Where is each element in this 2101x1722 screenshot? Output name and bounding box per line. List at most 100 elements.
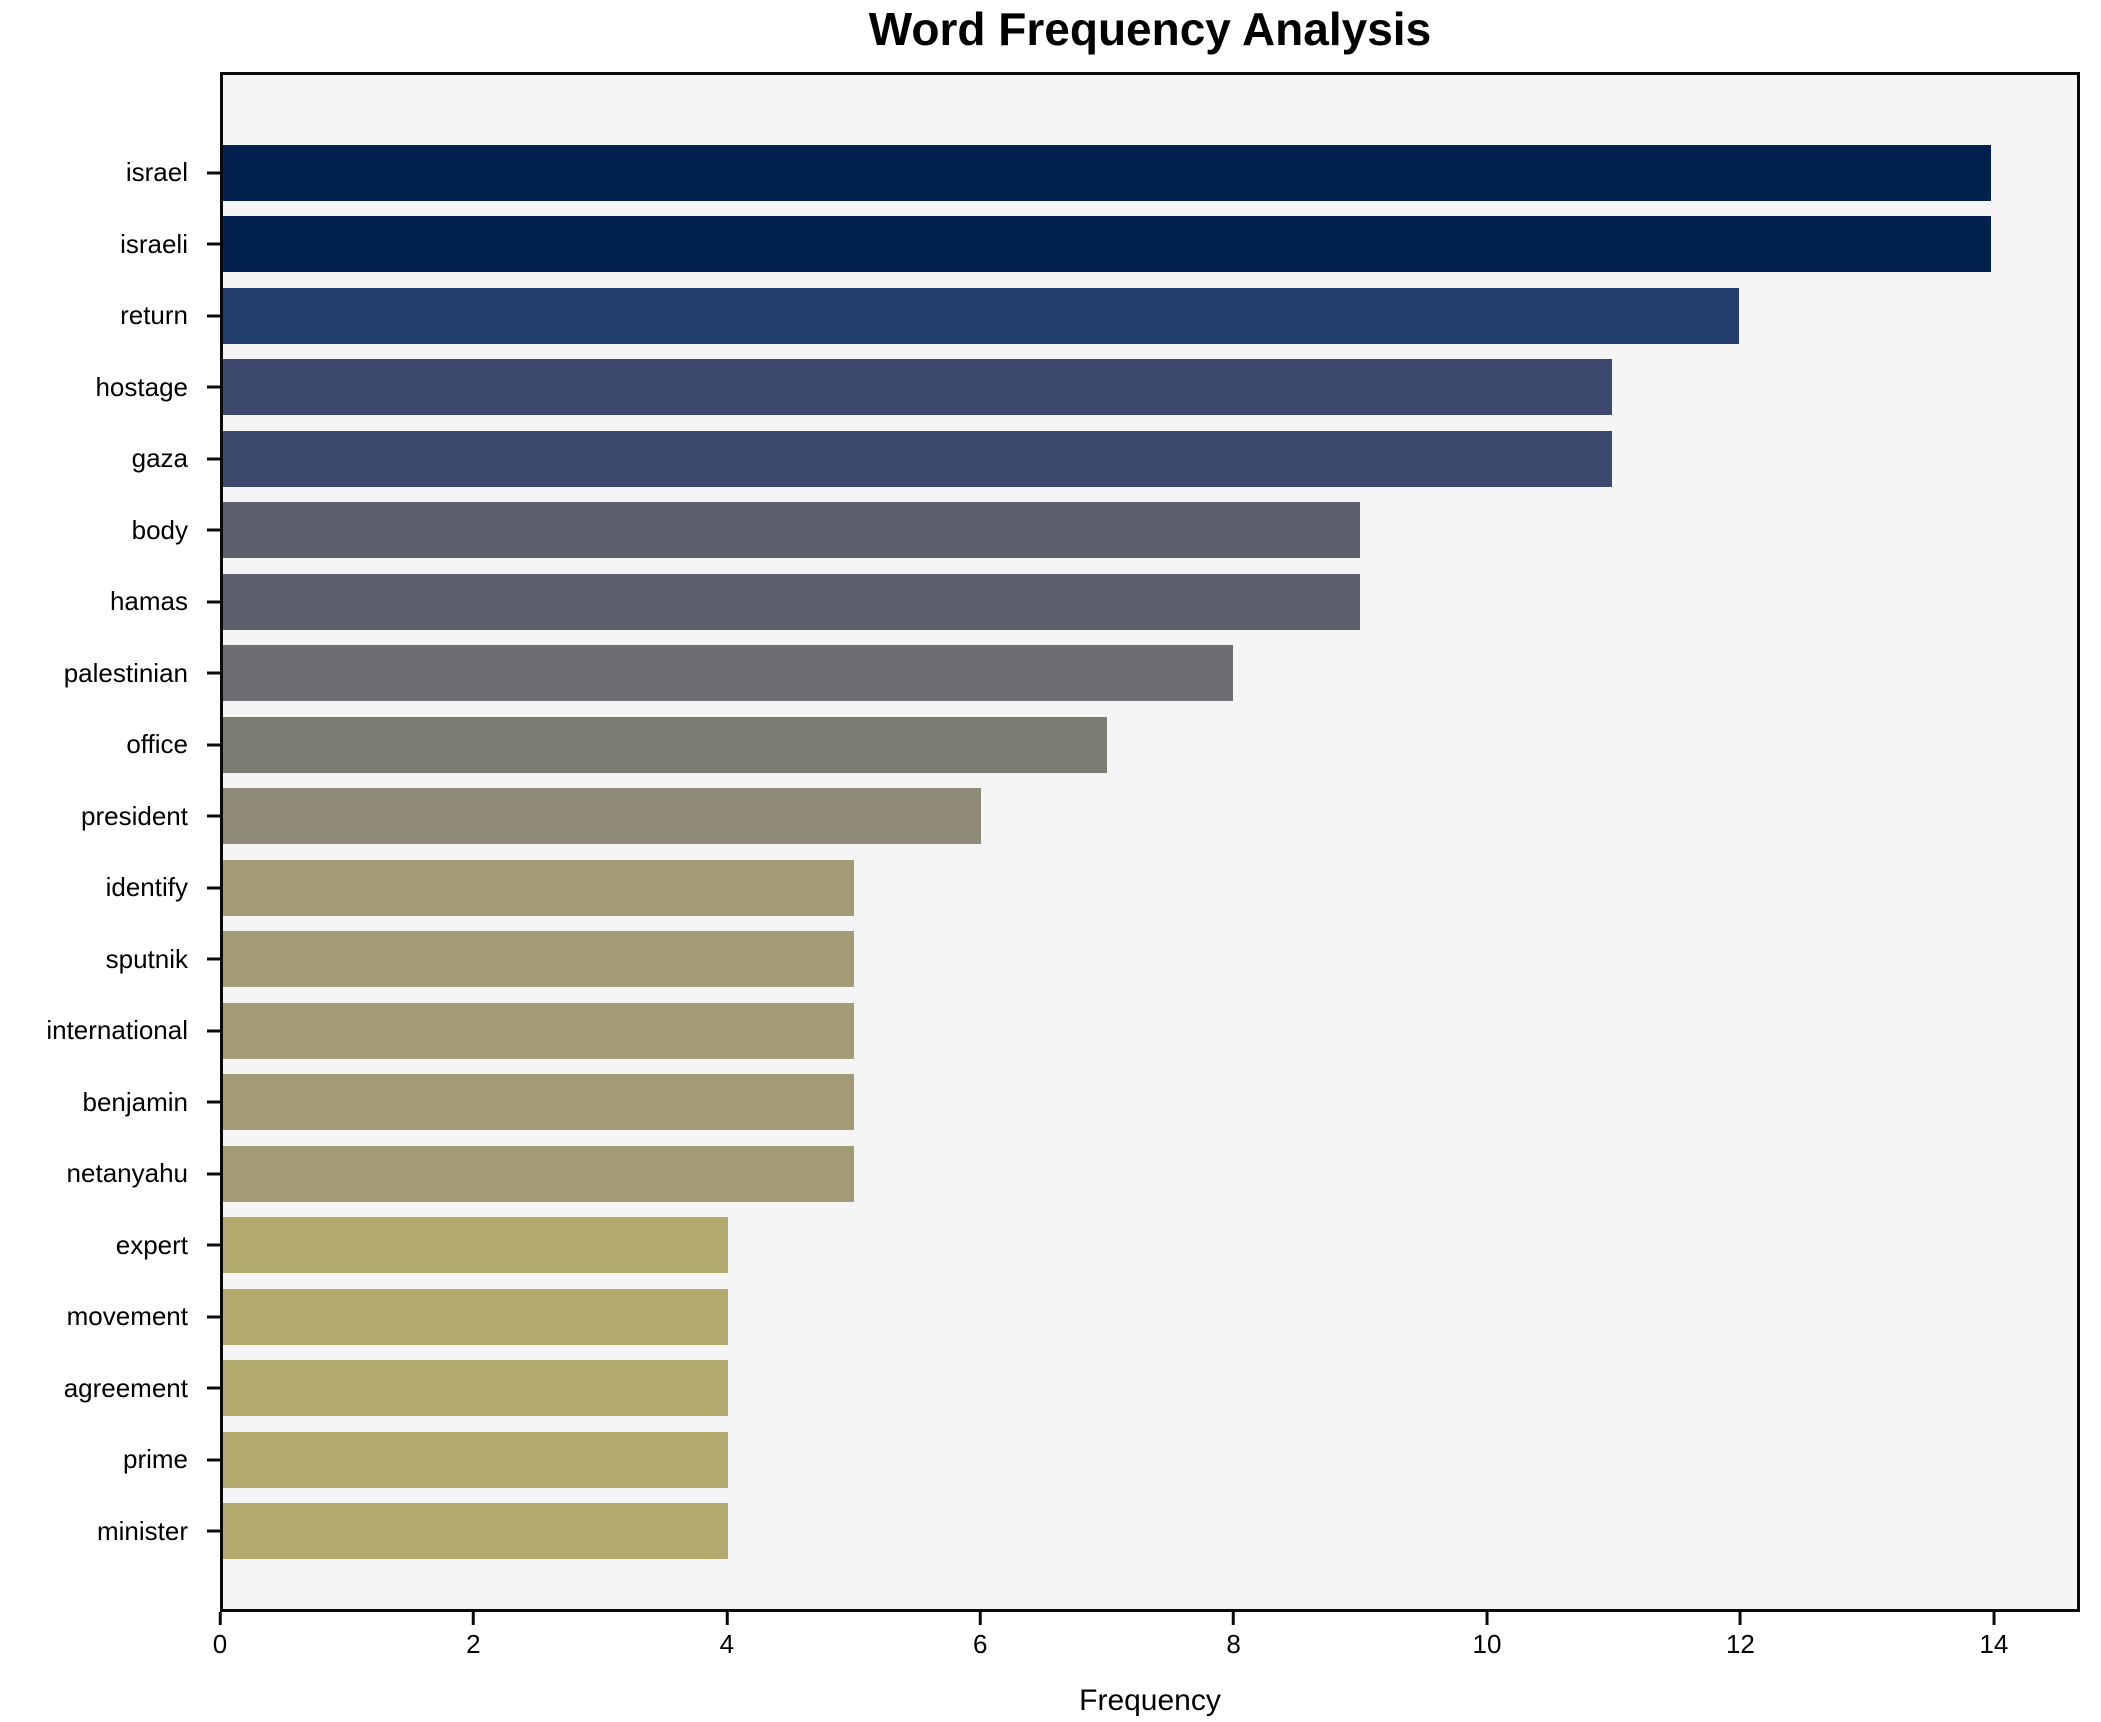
y-tick-label-agreement: agreement [63, 1372, 188, 1403]
y-tick-mark [207, 242, 220, 246]
y-tick-mark [207, 385, 220, 389]
y-tick-mark [207, 1386, 220, 1390]
bars [223, 75, 2077, 1609]
y-label-row: president [0, 781, 220, 853]
y-label-row: body [0, 495, 220, 567]
x-tick-mark [218, 1612, 222, 1625]
y-label-row: identify [0, 852, 220, 924]
y-label-row: expert [0, 1210, 220, 1282]
bar-row [223, 781, 2077, 853]
y-tick-mark [207, 1529, 220, 1533]
y-tick-mark [207, 1315, 220, 1319]
y-tick-mark [207, 314, 220, 318]
x-tick-label: 14 [1979, 1629, 2009, 1659]
y-label-row: netanyahu [0, 1138, 220, 1210]
y-label-row: israeli [0, 209, 220, 281]
y-tick-label-netanyahu: netanyahu [66, 1158, 188, 1189]
y-label-row: agreement [0, 1353, 220, 1425]
y-label-row: office [0, 709, 220, 781]
x-tick-mark [1992, 1612, 1996, 1625]
x-tick: 2 [466, 1612, 481, 1660]
y-tick-mark [207, 1100, 220, 1104]
bar-row [223, 423, 2077, 495]
y-tick-label-minister: minister [96, 1515, 188, 1546]
x-tick-label: 10 [1472, 1629, 1502, 1659]
y-tick-mark [207, 528, 220, 532]
x-tick-mark [725, 1612, 729, 1625]
bar-benjamin [223, 1074, 855, 1131]
y-label-row: palestinian [0, 638, 220, 710]
bar-row [223, 1496, 2077, 1568]
bar-row [223, 638, 2077, 710]
y-tick-mark [207, 171, 220, 175]
bar-row [223, 280, 2077, 352]
x-axis: 0 2 4 6 8 10 12 14 [213, 1612, 2080, 1682]
bar-row [223, 1353, 2077, 1425]
bar-row [223, 924, 2077, 996]
x-tick-label: 12 [1725, 1629, 1755, 1659]
bar-identify [223, 859, 855, 916]
x-tick-mark [471, 1612, 475, 1625]
x-tick-mark [978, 1612, 982, 1625]
bar-netanyahu [223, 1145, 855, 1202]
y-tick-mark [207, 1029, 220, 1033]
bar-return [223, 287, 1739, 344]
x-tick: 8 [1226, 1612, 1241, 1660]
bar-movement [223, 1288, 729, 1345]
y-tick-label-identify: identify [105, 872, 188, 903]
x-tick-label: 0 [212, 1629, 228, 1659]
y-tick-label-return: return [120, 300, 188, 331]
y-tick-label-gaza: gaza [131, 443, 188, 474]
y-tick-mark [207, 743, 220, 747]
bar-hostage [223, 359, 1613, 416]
bar-row [223, 1424, 2077, 1496]
y-tick-mark [207, 1458, 220, 1462]
y-tick-mark [207, 886, 220, 890]
y-tick-label-movement: movement [66, 1301, 188, 1332]
bar-row [223, 852, 2077, 924]
bar-row [223, 566, 2077, 638]
bar-row [223, 709, 2077, 781]
x-axis-title: Frequency [1079, 1684, 1221, 1717]
x-tick-label: 6 [972, 1629, 988, 1659]
x-tick: 12 [1726, 1612, 1755, 1660]
bar-row [223, 995, 2077, 1067]
y-tick-label-hostage: hostage [95, 371, 188, 402]
y-tick-label-benjamin: benjamin [82, 1086, 188, 1117]
bar-row [223, 209, 2077, 281]
bar-minister [223, 1503, 729, 1560]
y-label-row: israel [0, 137, 220, 209]
y-label-row: sputnik [0, 924, 220, 996]
y-tick-label-prime: prime [122, 1444, 188, 1475]
bar-israeli [223, 216, 1992, 273]
y-label-row: return [0, 280, 220, 352]
bar-hamas [223, 573, 1360, 630]
x-tick-label: 8 [1226, 1629, 1241, 1659]
y-tick-label-sputnik: sputnik [105, 943, 188, 974]
y-tick-label-expert: expert [115, 1229, 188, 1260]
x-tick-mark [1738, 1612, 1742, 1625]
y-label-row: benjamin [0, 1067, 220, 1139]
y-label-row: hamas [0, 566, 220, 638]
bar-body [223, 502, 1360, 559]
bar-row [223, 1067, 2077, 1139]
y-label-row: minister [0, 1496, 220, 1568]
bar-row [223, 1281, 2077, 1353]
y-tick-mark [207, 957, 220, 961]
bar-agreement [223, 1360, 729, 1417]
x-tick: 6 [973, 1612, 987, 1660]
bar-row [223, 137, 2077, 209]
bar-gaza [223, 430, 1613, 487]
y-tick-label-palestinian: palestinian [63, 657, 188, 688]
bar-palestinian [223, 645, 1234, 702]
x-tick: 0 [213, 1612, 227, 1660]
y-tick-label-israel: israel [125, 157, 188, 188]
bar-row [223, 1210, 2077, 1282]
y-tick-label-international: international [46, 1015, 188, 1046]
bar-president [223, 788, 981, 845]
bar-expert [223, 1217, 729, 1274]
y-tick-label-body: body [131, 514, 188, 545]
x-tick-label: 2 [466, 1629, 481, 1659]
bar-office [223, 716, 1108, 773]
